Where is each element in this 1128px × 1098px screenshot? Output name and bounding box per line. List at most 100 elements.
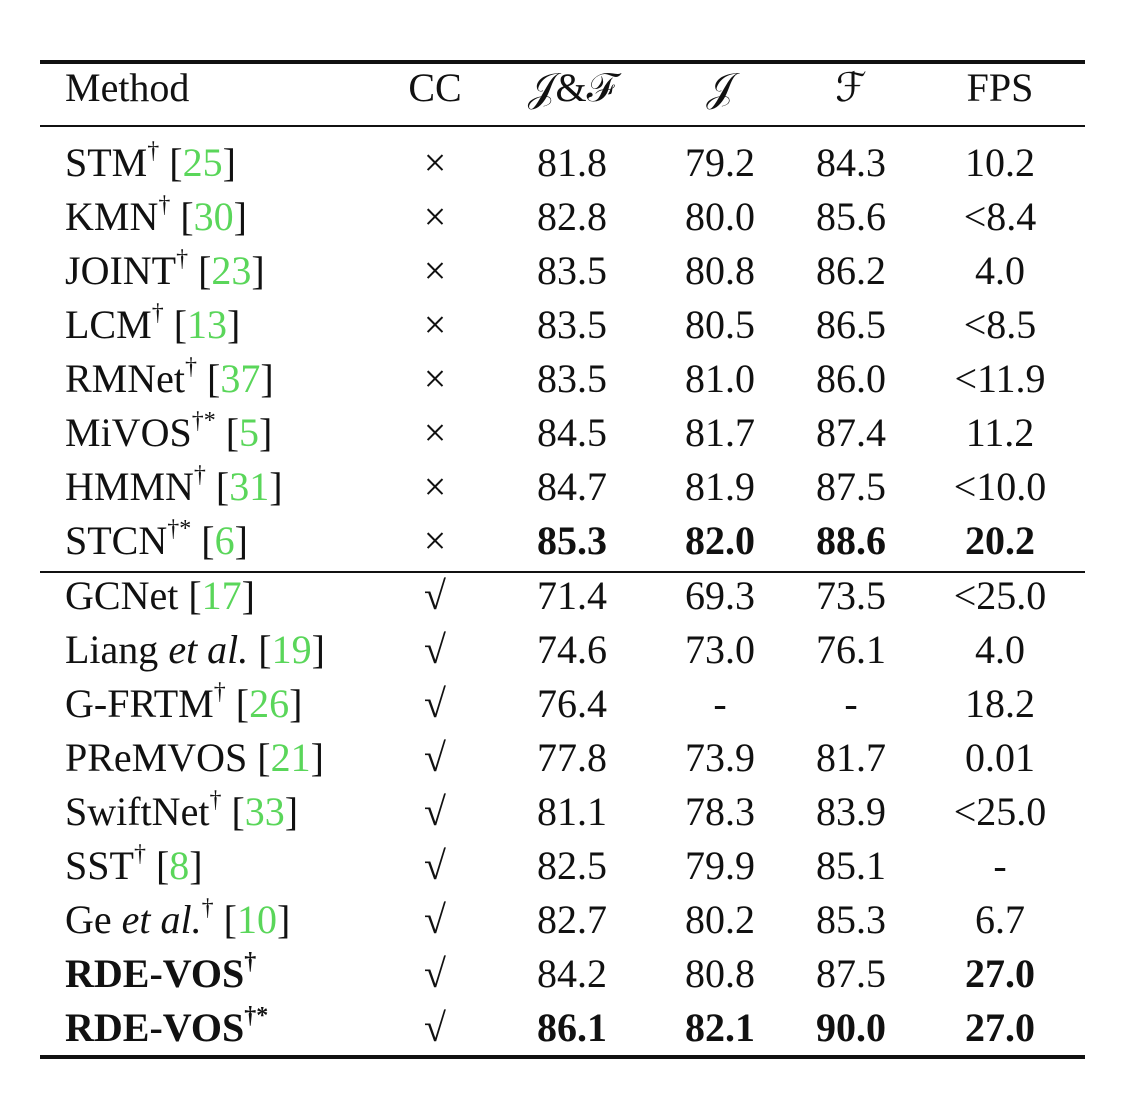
f-cell: 90.0 [816, 1005, 886, 1050]
citation: [26] [236, 681, 303, 726]
f-cell: 85.1 [816, 843, 886, 888]
citation-number: 5 [239, 410, 260, 455]
j-cell: 80.2 [685, 897, 755, 942]
method-superscript: †* [191, 407, 216, 434]
method-cell: RDE-VOS† [65, 949, 256, 999]
jf-cell: 77.8 [537, 735, 607, 780]
cc-cell: √ [424, 735, 446, 780]
fps-cell: 10.2 [965, 140, 1035, 185]
j-cell: 69.3 [685, 573, 755, 618]
method-cell: Ge et al.† [10] [65, 895, 290, 945]
f-cell: 84.3 [816, 140, 886, 185]
citation-bracket: ] [276, 897, 291, 942]
jf-cell: 84.2 [537, 951, 607, 996]
cc-cell: × [423, 356, 447, 401]
fps-cell: 27.0 [965, 951, 1035, 996]
fps-cell: 11.2 [965, 410, 1035, 455]
cc-cell: √ [424, 681, 446, 726]
citation-number: 17 [201, 573, 242, 618]
jf-cell: 84.7 [537, 464, 607, 509]
cc-cell: × [423, 194, 447, 239]
j-cell: 80.0 [685, 194, 755, 239]
fps-cell: 4.0 [975, 248, 1025, 293]
method-superscript: † [209, 786, 222, 813]
jf-cell: 82.8 [537, 194, 607, 239]
citation: [33] [231, 789, 298, 834]
method-italic: et al. [121, 897, 202, 942]
method-superscript: †* [244, 1002, 269, 1029]
citation-number: 30 [193, 194, 234, 239]
method-superscript: † [176, 245, 189, 272]
citation-number: 21 [270, 735, 311, 780]
method-name: SST [65, 843, 134, 888]
citation-number: 10 [236, 897, 277, 942]
method-superscript: † [133, 840, 146, 867]
method-cell: STM† [25] [65, 138, 236, 188]
fps-cell: 20.2 [965, 518, 1035, 563]
fps-cell: - [993, 843, 1007, 888]
citation: [17] [188, 573, 255, 618]
jf-cell: 81.8 [537, 140, 607, 185]
f-cell: 87.4 [816, 410, 886, 455]
cc-cell: √ [424, 843, 446, 888]
method-cell: SST† [8] [65, 841, 203, 891]
method-cell: RMNet† [37] [65, 354, 274, 404]
method-superscript: † [213, 678, 226, 705]
citation-bracket: ] [251, 248, 265, 293]
method-name: Ge [65, 897, 112, 942]
cc-cell: × [423, 140, 447, 185]
jf-cell: 83.5 [537, 248, 607, 293]
citation-bracket: ] [269, 464, 283, 509]
method-italic: et al. [168, 627, 249, 672]
citation-bracket: [ [223, 897, 237, 942]
citation-bracket: ] [222, 140, 236, 185]
method-name: Liang [65, 627, 159, 672]
citation: [25] [169, 140, 236, 185]
method-superscript: † [151, 299, 164, 326]
method-superscript: † [185, 353, 197, 380]
method-name: LCM [65, 302, 152, 347]
cc-cell: √ [424, 897, 446, 942]
header-cell: 𝒥 [706, 65, 734, 110]
method-superscript: † [147, 137, 160, 164]
citation: [31] [216, 464, 283, 509]
citation-number: 8 [169, 843, 190, 888]
citation-number: 23 [211, 248, 252, 293]
j-cell: 79.9 [685, 843, 755, 888]
method-cell: RDE-VOS†* [65, 1003, 268, 1053]
citation-number: 31 [229, 464, 270, 509]
jf-cell: 81.1 [537, 789, 607, 834]
method-name: RDE-VOS [65, 951, 245, 996]
citation-number: 19 [271, 627, 312, 672]
j-cell: 82.0 [685, 518, 755, 563]
citation-number: 26 [249, 681, 290, 726]
citation-bracket: ] [289, 681, 303, 726]
jf-cell: 82.7 [537, 897, 607, 942]
citation: [5] [226, 410, 273, 455]
method-cell: SwiftNet† [33] [65, 787, 298, 837]
citation-bracket: ] [189, 843, 203, 888]
jf-cell: 84.5 [537, 410, 607, 455]
citation-number: 37 [220, 356, 261, 401]
method-name: STM [65, 140, 148, 185]
f-cell: 86.0 [816, 356, 886, 401]
method-superscript: † [201, 894, 214, 921]
f-cell: 85.6 [816, 194, 886, 239]
method-cell: HMMN† [31] [65, 462, 283, 512]
citation-bracket: ] [310, 735, 324, 780]
fps-cell: <8.5 [963, 302, 1037, 347]
method-cell: GCNet [17] [65, 571, 255, 621]
citation-number: 6 [214, 518, 235, 563]
method-name: RMNet [65, 356, 185, 401]
citation-bracket: [ [231, 789, 245, 834]
fps-cell: 0.01 [965, 735, 1035, 780]
header-cell: ℱ [835, 65, 867, 110]
citation: [30] [180, 194, 247, 239]
f-cell: 81.7 [816, 735, 886, 780]
citation-bracket: ] [311, 627, 325, 672]
method-name: STCN [65, 518, 168, 563]
cc-cell: √ [424, 1005, 446, 1050]
header-cell: CC [408, 65, 462, 110]
citation-number: 13 [187, 302, 228, 347]
